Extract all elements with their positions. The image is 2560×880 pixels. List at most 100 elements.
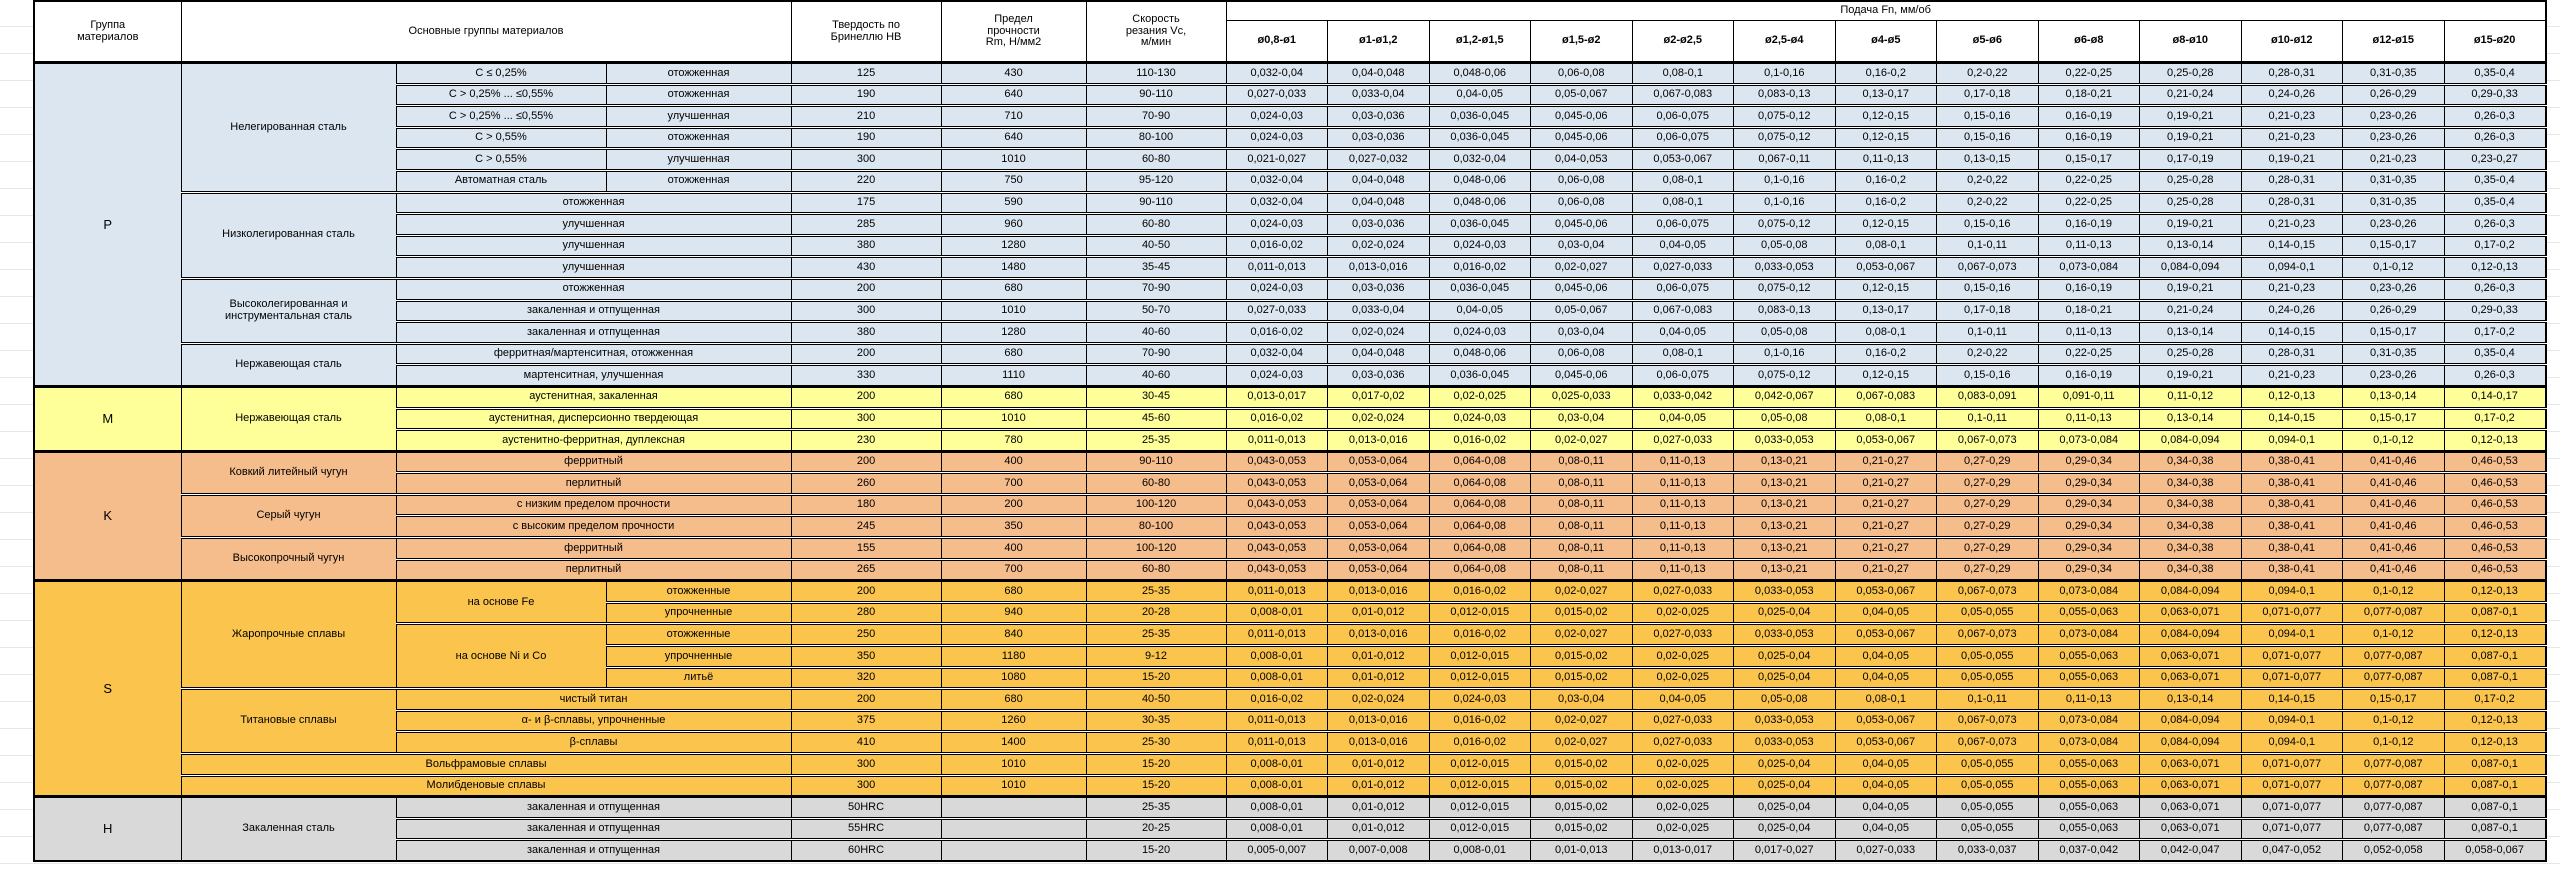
- feed-cell: 0,27-0,29: [1936, 449, 2039, 474]
- feed-cell: 0,15-0,17: [2342, 687, 2445, 711]
- feed-cell: 0,024-0,03: [1225, 212, 1329, 236]
- table-row: α- и β-сплавы, упрочненные 375 1260 30-35 0,…: [34, 708, 2547, 733]
- feed-cell: 0,015-0,02: [1530, 816, 1633, 841]
- hardness-cell: 260: [790, 471, 942, 495]
- feed-cell: 0,08-0,1: [1631, 190, 1735, 215]
- feed-cell: 0,05-0,08: [1733, 687, 1836, 711]
- feed-cell: 0,05-0,067: [1530, 82, 1633, 107]
- feed-cell: 0,17-0,2: [2443, 406, 2547, 431]
- feed-cell: 0,077-0,087: [2342, 795, 2445, 819]
- hardness-cell: 175: [790, 190, 942, 215]
- strength-cell: 640: [940, 125, 1087, 150]
- feed-cell: 0,02-0,027: [1530, 708, 1633, 733]
- material-group-M: M Нержавеющая сталь аустенитная, закаленна…: [33, 384, 2547, 452]
- table-row: Низколегированная сталь отожженная 175 590 9…: [34, 190, 2547, 279]
- feed-cell: 0,032-0,04: [1225, 190, 1329, 215]
- feed-cell: 0,083-0,091: [1936, 384, 2039, 409]
- feed-cell: 0,02-0,027: [1530, 730, 1633, 754]
- feed-cell: 0,025-0,04: [1733, 644, 1836, 668]
- table-row: Нержавеющая сталь ферритная/мартенситная,…: [34, 341, 2547, 387]
- feed-cell: 0,043-0,053: [1225, 492, 1329, 517]
- feed-cell: 0,084-0,094: [2139, 730, 2242, 754]
- feed-cell: 0,06-0,075: [1631, 212, 1735, 236]
- feed-cell: 0,06-0,075: [1631, 125, 1735, 150]
- feed-cell: 0,077-0,087: [2342, 773, 2445, 798]
- feed-cell: 0,071-0,077: [2240, 665, 2344, 690]
- feed-cell: 0,08-0,1: [1631, 61, 1735, 85]
- feed-cell: 0,08-0,1: [1631, 168, 1735, 193]
- feed-cell: 0,043-0,053: [1225, 471, 1329, 495]
- feed-cell: 0,071-0,077: [2240, 773, 2344, 798]
- feed-cell: 0,016-0,02: [1225, 687, 1329, 711]
- material-name-cell: отожженные: [605, 622, 792, 647]
- feed-cell: 0,033-0,053: [1733, 255, 1836, 279]
- strength-cell: 1110: [940, 363, 1087, 387]
- cutting-speed-cell: 100-120: [1085, 492, 1227, 517]
- hardness-cell: 410: [790, 730, 942, 754]
- feed-cell: 0,036-0,045: [1428, 125, 1532, 150]
- feed-cell: 0,35-0,4: [2443, 190, 2547, 215]
- feed-cell: 0,38-0,41: [2240, 557, 2344, 582]
- feed-cell: 0,13-0,14: [2139, 687, 2242, 711]
- cutting-speed-cell: 70-90: [1085, 276, 1227, 301]
- feed-cell: 0,011-0,013: [1225, 579, 1329, 603]
- diameter-col-header: ø2,5-ø4: [1733, 20, 1836, 63]
- feed-cell: 0,27-0,29: [1936, 557, 2039, 582]
- feed-cell: 0,23-0,27: [2443, 147, 2547, 171]
- feed-cell: 0,05-0,055: [1936, 644, 2039, 668]
- feed-cell: 0,087-0,1: [2443, 665, 2547, 690]
- feed-cell: 0,08-0,1: [1834, 233, 1938, 258]
- feed-cell: 0,064-0,08: [1428, 492, 1532, 517]
- feed-cell: 0,16-0,19: [2037, 125, 2141, 150]
- material-name-cell: Нержавеющая сталь: [180, 384, 397, 452]
- feed-cell: 0,16-0,2: [1834, 168, 1938, 193]
- cutting-speed-cell: 70-90: [1085, 341, 1227, 366]
- feed-cell: 0,12-0,15: [1834, 276, 1938, 301]
- feed-cell: 0,005-0,007: [1225, 838, 1329, 862]
- feed-cell: 0,04-0,05: [1631, 687, 1735, 711]
- feed-cell: 0,1-0,16: [1733, 61, 1836, 85]
- strength-cell: 640: [940, 82, 1087, 107]
- cutting-speed-cell: 25-35: [1085, 428, 1227, 452]
- feed-cell: 0,063-0,071: [2139, 665, 2242, 690]
- strength-cell: 680: [940, 276, 1087, 301]
- feed-cell: 0,084-0,094: [2139, 622, 2242, 647]
- strength-cell: [940, 795, 1087, 819]
- feed-cell: 0,18-0,21: [2037, 82, 2141, 107]
- feed-cell: 0,11-0,13: [2037, 233, 2141, 258]
- cutting-speed-cell: 60-80: [1085, 212, 1227, 236]
- table-row: P Нелегированная сталь С ≤ 0,25% отожженная…: [33, 61, 2547, 387]
- feed-cell: 0,35-0,4: [2443, 61, 2547, 85]
- diameter-col-header: ø2-ø2,5: [1631, 20, 1735, 63]
- material-name-cell: упрочненные: [605, 644, 792, 668]
- header-group-col: Группа материалов: [33, 0, 182, 63]
- feed-cell: 0,075-0,12: [1733, 104, 1836, 128]
- group-letter-S: S: [33, 579, 182, 798]
- feed-cell: 0,084-0,094: [2139, 428, 2242, 452]
- strength-cell: 430: [940, 61, 1087, 85]
- feed-cell: 0,27-0,29: [1936, 471, 2039, 495]
- feed-cell: 0,23-0,26: [2342, 276, 2445, 301]
- material-name-cell: Высокопрочный чугун: [180, 536, 397, 582]
- feed-cell: 0,071-0,077: [2240, 600, 2344, 625]
- feed-cell: 0,13-0,14: [2139, 233, 2242, 258]
- feed-cell: 0,12-0,15: [1834, 212, 1938, 236]
- cutting-speed-cell: 40-50: [1085, 233, 1227, 258]
- feed-cell: 0,23-0,26: [2342, 363, 2445, 387]
- feed-cell: 0,075-0,12: [1733, 276, 1836, 301]
- feed-cell: 0,02-0,025: [1428, 384, 1532, 409]
- strength-cell: 1260: [940, 708, 1087, 733]
- feed-cell: 0,11-0,13: [2037, 320, 2141, 344]
- feed-cell: 0,073-0,084: [2037, 579, 2141, 603]
- table-row: мартенситная, улучшенная 330 1110 40-60 0,02…: [34, 363, 2547, 387]
- feed-cell: 0,021-0,027: [1225, 147, 1329, 171]
- material-name-cell: упрочненные: [605, 600, 792, 625]
- feed-cell: 0,13-0,21: [1733, 492, 1836, 517]
- diameter-col-header: ø4-ø5: [1834, 20, 1938, 63]
- hardness-cell: 250: [790, 622, 942, 647]
- material-name-cell: закаленная и отпущенная: [395, 298, 792, 323]
- feed-cell: 0,011-0,013: [1225, 622, 1329, 647]
- feed-cell: 0,042-0,067: [1733, 384, 1836, 409]
- feed-cell: 0,2-0,22: [1936, 190, 2039, 215]
- feed-cell: 0,063-0,071: [2139, 773, 2242, 798]
